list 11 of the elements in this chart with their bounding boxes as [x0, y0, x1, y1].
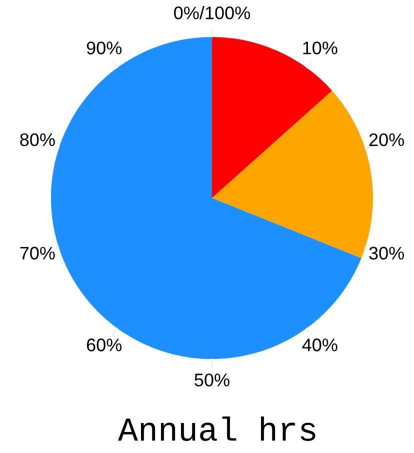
- text: 40%: [302, 338, 338, 352]
- text: 50%: [194, 374, 230, 386]
- text: 70%: [20, 246, 55, 260]
- text: 80%: [20, 133, 55, 146]
- text: 20%: [369, 133, 404, 146]
- text: 90%: [86, 42, 122, 54]
- text: 0%/100%: [174, 6, 250, 20]
- text: 30%: [369, 246, 404, 260]
- text: 10%: [303, 42, 338, 54]
- text: 60%: [86, 338, 122, 352]
- text: Annual hrs: [118, 416, 316, 441]
